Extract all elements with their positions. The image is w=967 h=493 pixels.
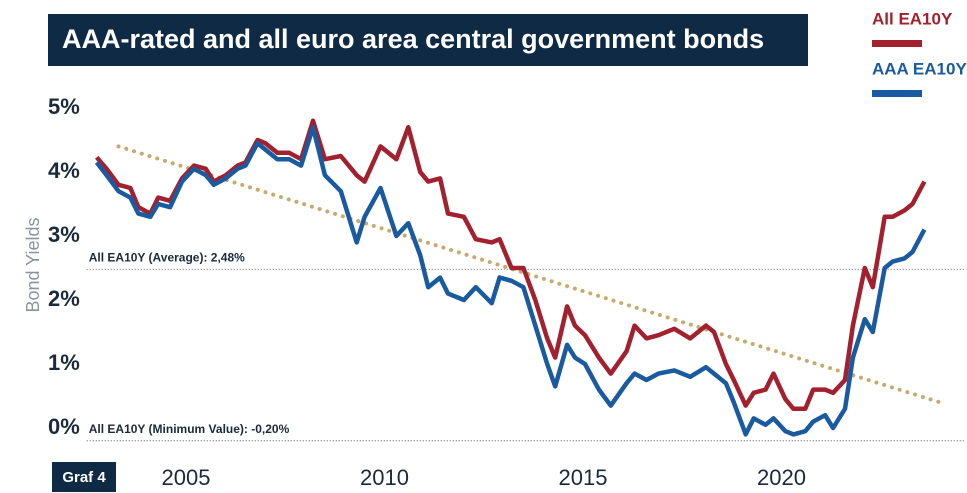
x-tick-label: 2015: [559, 465, 608, 490]
y-axis-label: Bond Yields: [23, 217, 43, 312]
reference-label: All EA10Y (Minimum Value): -0,20%: [89, 422, 290, 436]
series-line: [94, 124, 927, 437]
legend-label: AAA EA10Y: [872, 59, 967, 78]
reference-label: All EA10Y (Average): 2,48%: [89, 250, 245, 264]
legend-label: All EA10Y: [872, 9, 953, 28]
y-tick-label: 4%: [48, 158, 80, 183]
tag: Graf 4: [62, 469, 106, 486]
title-box: [48, 14, 808, 66]
x-tick-label: 2010: [360, 465, 409, 490]
x-tick-label: 2020: [757, 465, 806, 490]
x-tick-label: 2005: [162, 465, 211, 490]
y-tick-label: 3%: [48, 222, 80, 247]
legend-swatch: [872, 90, 922, 97]
y-tick-label: 1%: [48, 350, 80, 375]
y-tick-label: 2%: [48, 286, 80, 311]
legend-swatch: [872, 40, 922, 47]
chart-title: AAA-rated and all euro area central gove…: [62, 24, 764, 54]
trend-line: [116, 144, 943, 405]
y-tick-label: 5%: [48, 94, 80, 119]
y-tick-label: 0%: [48, 414, 80, 439]
tag-box: [52, 462, 116, 492]
series-line: [94, 118, 927, 412]
